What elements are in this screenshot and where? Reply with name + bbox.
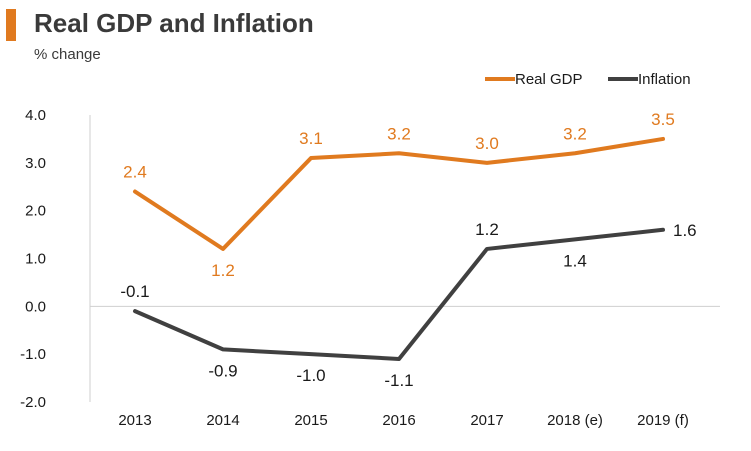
legend-label: Real GDP bbox=[515, 71, 583, 88]
data-label: -0.9 bbox=[208, 361, 237, 380]
legend-label: Inflation bbox=[638, 71, 691, 88]
x-tick-label: 2013 bbox=[118, 412, 151, 429]
data-label: 1.4 bbox=[563, 251, 587, 270]
series-line-real-gdp bbox=[133, 136, 665, 251]
data-label: -0.1 bbox=[120, 282, 149, 301]
y-tick-label: 2.0 bbox=[25, 203, 46, 220]
x-tick-label: 2017 bbox=[470, 412, 503, 429]
data-label: 3.0 bbox=[475, 134, 499, 153]
data-label: 3.2 bbox=[387, 124, 411, 143]
x-tick-label: 2015 bbox=[294, 412, 327, 429]
y-tick-label: 3.0 bbox=[25, 155, 46, 172]
x-tick-label: 2016 bbox=[382, 412, 415, 429]
x-tick-label: 2018 (e) bbox=[547, 412, 603, 429]
y-tick-label: 0.0 bbox=[25, 298, 46, 315]
x-tick-label: 2014 bbox=[206, 412, 239, 429]
data-labels: 2.4 1.2 3.1 3.2 3.0 3.2 3.5 -0.1 -0.9 -1.0 -1.1 1.2… bbox=[120, 110, 696, 390]
series-layer bbox=[133, 136, 665, 361]
data-label: 3.2 bbox=[563, 124, 587, 143]
data-label: 1.2 bbox=[211, 261, 235, 280]
y-tick-label: -1.0 bbox=[20, 346, 46, 363]
y-tick-label: -2.0 bbox=[20, 394, 46, 411]
title-accent-bar bbox=[6, 9, 16, 41]
chart-title: Real GDP and Inflation bbox=[34, 8, 314, 38]
data-label: -1.0 bbox=[296, 366, 325, 385]
legend: Real GDP Inflation bbox=[485, 71, 691, 88]
axes: -2.0 -1.0 0.0 1.0 2.0 3.0 4.0 2013 2014 2015 2016 2… bbox=[20, 107, 720, 429]
data-label: -1.1 bbox=[384, 371, 413, 390]
series-line-inflation bbox=[133, 227, 665, 361]
data-label: 3.1 bbox=[299, 129, 323, 148]
data-label: 1.6 bbox=[673, 221, 697, 240]
y-tick-label: 4.0 bbox=[25, 107, 46, 124]
data-label: 2.4 bbox=[123, 163, 147, 182]
y-tick-label: 1.0 bbox=[25, 251, 46, 268]
x-tick-label: 2019 (f) bbox=[637, 412, 689, 429]
data-label: 1.2 bbox=[475, 220, 499, 239]
chart-subtitle: % change bbox=[34, 46, 101, 63]
data-label: 3.5 bbox=[651, 110, 675, 129]
